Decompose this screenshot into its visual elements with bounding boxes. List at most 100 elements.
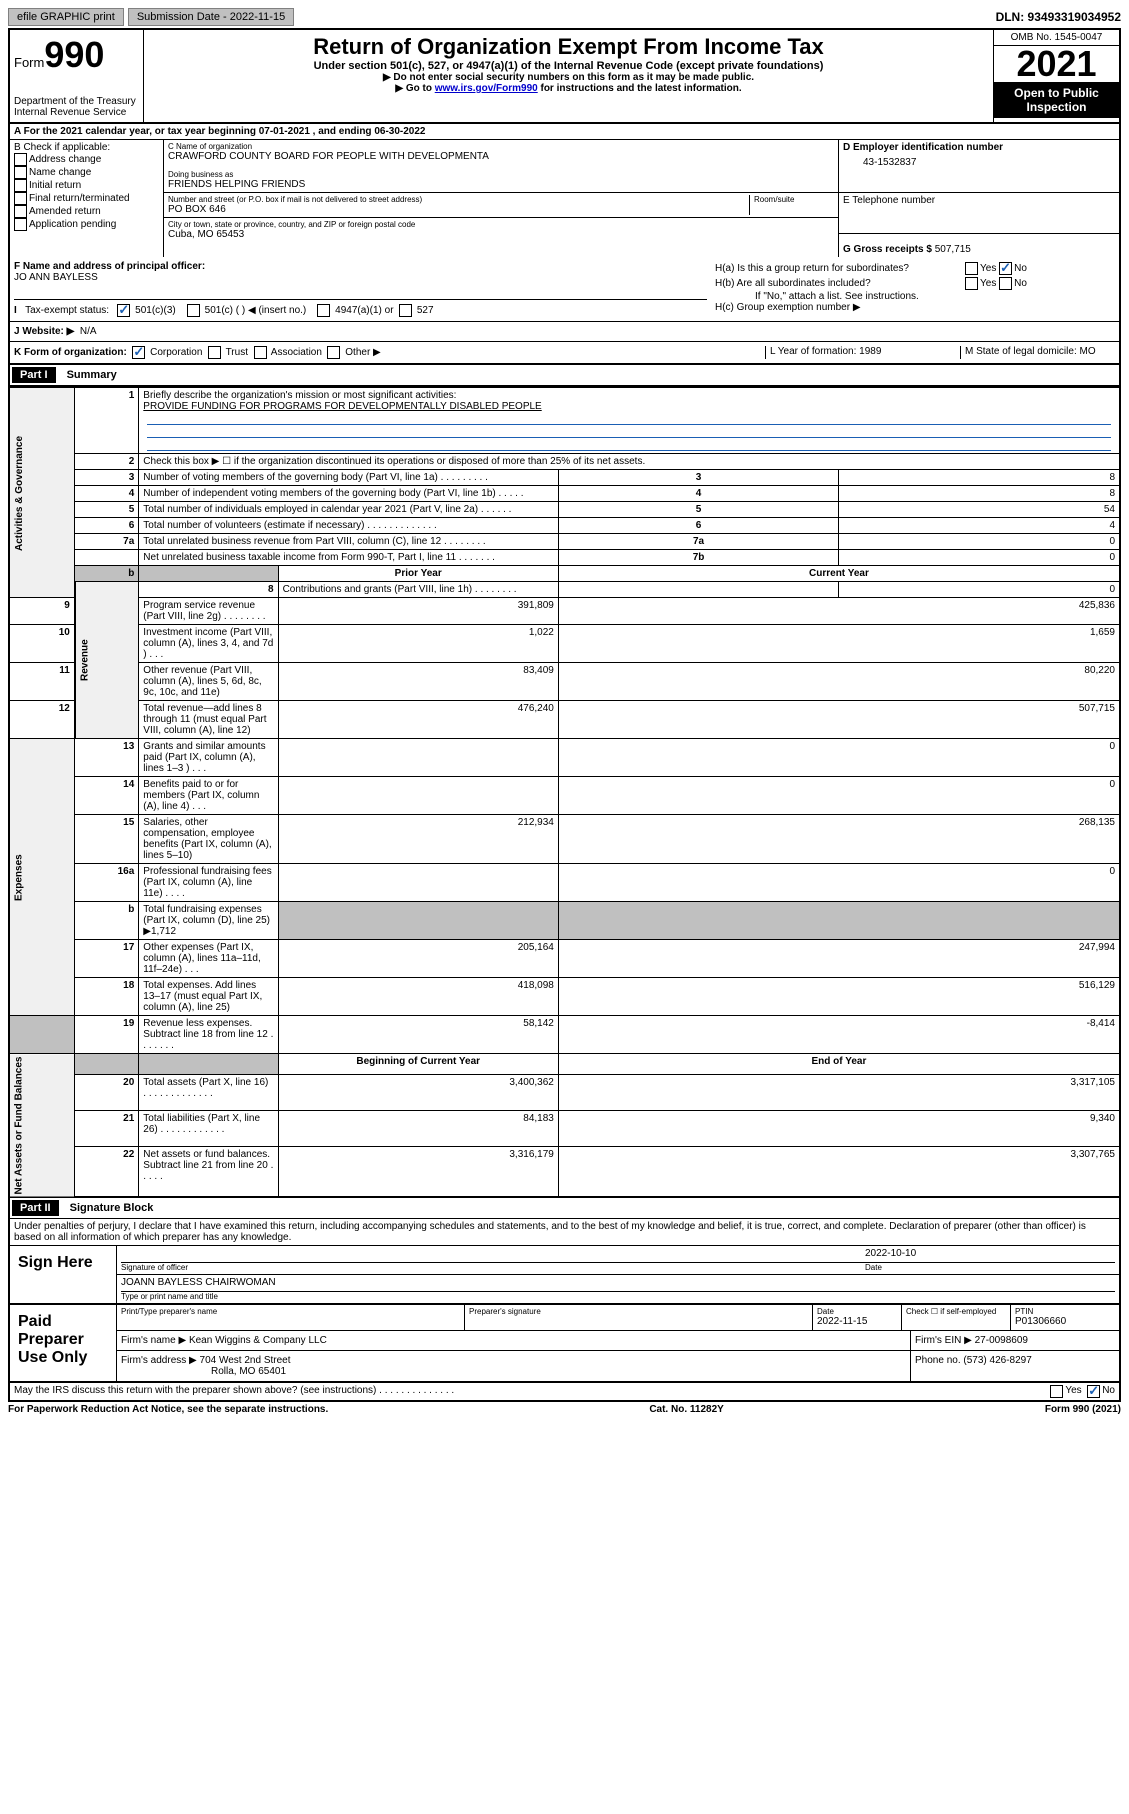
checkbox-corp[interactable] — [132, 346, 145, 359]
checkbox-address[interactable] — [14, 153, 27, 166]
table-row: 19Revenue less expenses. Subtract line 1… — [9, 1016, 1120, 1054]
line-text: Salaries, other compensation, employee b… — [139, 815, 278, 864]
footer: For Paperwork Reduction Act Notice, see … — [8, 1404, 1121, 1415]
form-title: Return of Organization Exempt From Incom… — [148, 34, 989, 60]
discuss-no: No — [1102, 1385, 1115, 1398]
line-current: 9,340 — [558, 1110, 1120, 1146]
line-num: 20 — [75, 1075, 139, 1111]
section-bc: B Check if applicable: Address change Na… — [8, 140, 1121, 257]
prep-sig-label: Preparer's signature — [469, 1307, 808, 1316]
checkbox-hb-yes[interactable] — [965, 277, 978, 290]
checkbox-hb-no[interactable] — [999, 277, 1012, 290]
sub3-post: for instructions and the latest informat… — [538, 83, 742, 94]
checkbox-trust[interactable] — [208, 346, 221, 359]
line-num: 3 — [75, 470, 139, 486]
b-opt-3-label: Final return/terminated — [29, 193, 130, 204]
i-label: Tax-exempt status: — [25, 305, 109, 316]
line-key: 5 — [558, 502, 838, 518]
paid-preparer-label: Paid Preparer Use Only — [10, 1305, 117, 1381]
sig-officer-row: Signature of officer 2022-10-10 Date — [117, 1246, 1119, 1275]
line-num: 17 — [75, 940, 139, 978]
line-prior: 476,240 — [278, 701, 558, 739]
i-opt2: 501(c) ( ) ◀ (insert no.) — [205, 305, 307, 316]
line-prior: 3,400,362 — [278, 1075, 558, 1111]
efile-button[interactable]: efile GRAPHIC print — [8, 8, 124, 26]
checkbox-4947[interactable] — [317, 304, 330, 317]
line-text: Total unrelated business revenue from Pa… — [139, 534, 559, 550]
table-row: bPrior YearCurrent Year — [9, 566, 1120, 582]
part1-title: Summary — [67, 369, 117, 381]
g-value: 507,715 — [935, 244, 971, 255]
m-section: M State of legal domicile: MO — [960, 346, 1115, 359]
checkbox-initial[interactable] — [14, 179, 27, 192]
checkbox-name[interactable] — [14, 166, 27, 179]
checkbox-pending[interactable] — [14, 218, 27, 231]
line-num: 19 — [75, 1016, 139, 1054]
form990-link[interactable]: www.irs.gov/Form990 — [435, 83, 538, 94]
line-text: Number of voting members of the governin… — [139, 470, 559, 486]
line-num: b — [75, 902, 139, 940]
j-label: J Website: ▶ — [14, 326, 74, 337]
discuss-text: May the IRS discuss this return with the… — [14, 1385, 1050, 1398]
checkbox-assoc[interactable] — [254, 346, 267, 359]
boy-header: Beginning of Current Year — [278, 1054, 558, 1075]
klm-row: K Form of organization: Corporation Trus… — [10, 342, 1119, 363]
checkbox-final[interactable] — [14, 192, 27, 205]
grey-cell — [75, 1054, 139, 1075]
col-h: H(a) Is this a group return for subordin… — [711, 257, 1119, 321]
line-current: 516,129 — [558, 978, 1120, 1016]
firm-name-label: Firm's name ▶ — [121, 1335, 186, 1346]
checkbox-527[interactable] — [399, 304, 412, 317]
line-current: 0 — [558, 777, 1120, 815]
hb-yes: Yes — [980, 278, 996, 289]
line-prior: 58,142 — [278, 1016, 558, 1054]
checkbox-501c3[interactable] — [117, 304, 130, 317]
b-opt-5: Application pending — [14, 218, 159, 231]
e-label: E Telephone number — [843, 195, 935, 206]
c-city-label: City or town, state or province, country… — [168, 220, 415, 229]
firm-city: Rolla, MO 65401 — [121, 1366, 286, 1377]
firm-name-row: Firm's name ▶ Kean Wiggins & Company LLC… — [117, 1331, 1119, 1351]
vert-activities: Activities & Governance — [9, 388, 75, 598]
checkbox-ha-no[interactable] — [999, 262, 1012, 275]
sign-here-section: Sign Here Signature of officer 2022-10-1… — [8, 1245, 1121, 1305]
c-street: PO BOX 646 — [168, 204, 749, 215]
line-text: Investment income (Part VIII, column (A)… — [139, 625, 278, 663]
line-val: 54 — [839, 502, 1120, 518]
checkbox-discuss-yes[interactable] — [1050, 1385, 1063, 1398]
line-current: -8,414 — [558, 1016, 1120, 1054]
j-value: N/A — [80, 326, 97, 337]
b-opt-0: Address change — [14, 153, 159, 166]
checkbox-ha-yes[interactable] — [965, 262, 978, 275]
checkbox-501c[interactable] — [187, 304, 200, 317]
table-row: Net unrelated business taxable income fr… — [9, 550, 1120, 566]
q1-label: Briefly describe the organization's miss… — [143, 390, 456, 401]
table-row: Net Assets or Fund Balances Beginning of… — [9, 1054, 1120, 1075]
line-text: Other expenses (Part IX, column (A), lin… — [139, 940, 278, 978]
line-text: Total fundraising expenses (Part IX, col… — [139, 902, 278, 940]
checkbox-other[interactable] — [327, 346, 340, 359]
submission-button[interactable]: Submission Date - 2022-11-15 — [128, 8, 294, 26]
line-num: 1 — [75, 388, 139, 454]
discuss-yes: Yes — [1065, 1385, 1081, 1398]
grey-cell — [278, 902, 558, 940]
line-num: 6 — [75, 518, 139, 534]
line-key: 3 — [558, 470, 838, 486]
ptin-label: PTIN — [1015, 1307, 1115, 1316]
prior-header: Prior Year — [278, 566, 558, 582]
firm-addr-row: Firm's address ▶ 704 West 2nd Street Rol… — [117, 1351, 1119, 1381]
g-row: G Gross receipts $ 507,715 — [839, 234, 1119, 257]
line-num: 10 — [9, 625, 75, 663]
checkbox-discuss-no[interactable] — [1087, 1385, 1100, 1398]
phone-label: Phone no. — [915, 1355, 961, 1366]
line-text: Program service revenue (Part VIII, line… — [139, 598, 278, 625]
line-prior — [278, 864, 558, 902]
header-center: Return of Organization Exempt From Incom… — [144, 30, 993, 122]
g-label: G Gross receipts $ — [843, 244, 932, 255]
checkbox-amended[interactable] — [14, 205, 27, 218]
header-left: Form990 Department of the Treasury Inter… — [10, 30, 144, 122]
d-label: D Employer identification number — [843, 142, 1003, 153]
line-num: 5 — [75, 502, 139, 518]
form-number: Form990 — [14, 34, 139, 76]
vert-netassets: Net Assets or Fund Balances — [9, 1054, 75, 1198]
